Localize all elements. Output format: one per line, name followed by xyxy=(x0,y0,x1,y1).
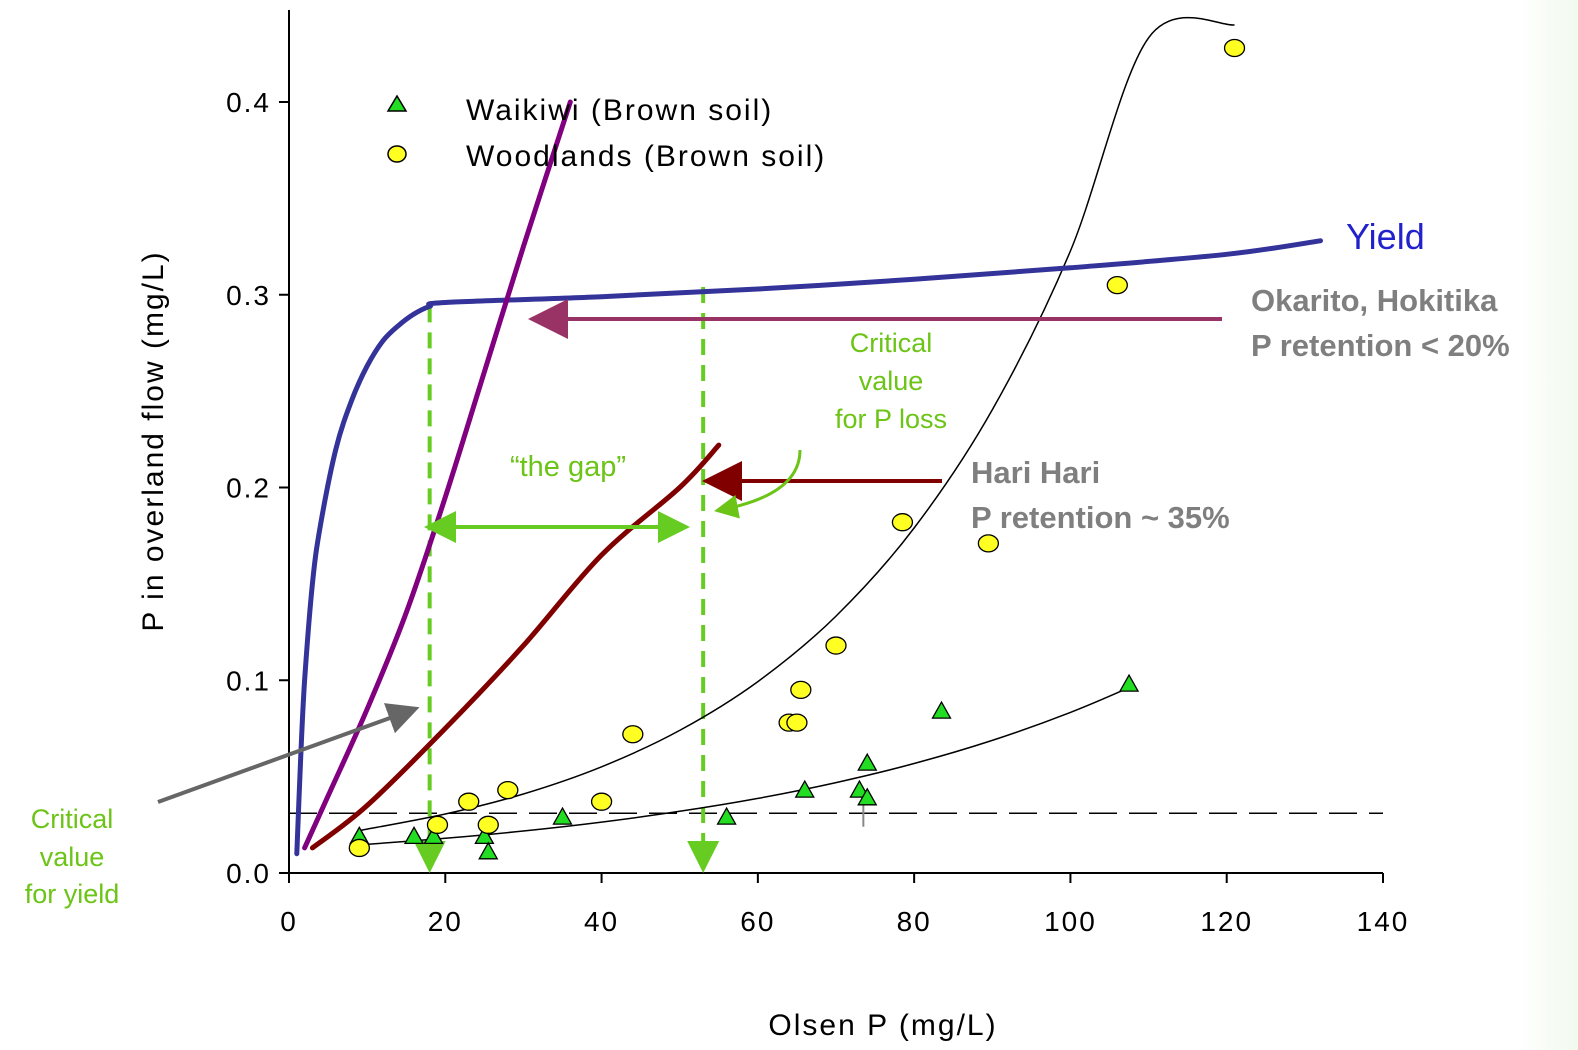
x-tick-label: 60 xyxy=(740,906,775,937)
critical-yield-line1: Critical xyxy=(31,804,114,834)
woodlands-point xyxy=(891,513,914,532)
critical-ploss-arrow xyxy=(714,449,802,519)
harihari-retention-label: P retention ~ 35% xyxy=(971,500,1230,535)
woodlands-point xyxy=(426,815,449,834)
legend-marker-woodlands xyxy=(387,145,407,163)
okarito-retention-label: P retention < 20% xyxy=(1251,328,1510,363)
woodlands-point xyxy=(477,815,499,834)
fit-line xyxy=(359,16,1235,832)
waikiwi-point xyxy=(403,826,425,845)
yield-curve xyxy=(294,238,1323,857)
woodlands-point xyxy=(622,725,644,744)
side-fade xyxy=(1518,0,1578,1050)
x-tick-label: 120 xyxy=(1200,906,1253,937)
x-ticks: 0 20 40 60 80 100 120 140 xyxy=(280,873,1410,937)
legend-marker-waikiwi xyxy=(386,94,408,112)
fit-line xyxy=(359,685,1134,846)
gap-label: “the gap” xyxy=(510,451,626,483)
y-tick-label: 0.2 xyxy=(226,473,271,504)
waikiwi-point xyxy=(794,779,815,798)
woodlands-point xyxy=(786,713,808,732)
woodlands-point xyxy=(458,792,480,811)
waikiwi-point xyxy=(552,806,573,825)
critical-ploss-line3: for P loss xyxy=(835,404,947,434)
critical-yield-line2: value xyxy=(40,842,105,872)
woodlands-point xyxy=(977,534,1000,553)
fit-lines xyxy=(359,16,1235,846)
y-tick-label: 0.0 xyxy=(226,858,271,889)
woodlands-point xyxy=(590,792,613,811)
y-axis-title: P in overland flow (mg/L) xyxy=(137,250,170,631)
waikiwi-point xyxy=(423,826,444,845)
critical-ploss-line1: Critical xyxy=(850,328,933,358)
x-tick-label: 0 xyxy=(280,906,298,937)
yield-label: Yield xyxy=(1346,216,1425,257)
data-points xyxy=(348,38,1246,860)
woodlands-point xyxy=(1223,38,1246,58)
waikiwi-point xyxy=(857,752,878,771)
waikiwi-point xyxy=(849,779,870,798)
x-tick-label: 40 xyxy=(584,906,619,937)
waikiwi-point xyxy=(1118,673,1140,692)
y-tick-label: 0.3 xyxy=(226,280,271,311)
reference-lines xyxy=(289,287,1383,873)
critical-yield-arrow xyxy=(157,703,420,804)
x-axis-title: Olsen P (mg/L) xyxy=(768,1009,997,1042)
y-ticks: 0.0 0.1 0.2 0.3 0.4 xyxy=(226,87,289,889)
woodlands-point xyxy=(790,680,812,700)
harihari-curve xyxy=(309,442,722,851)
waikiwi-point xyxy=(716,806,737,825)
x-tick-label: 80 xyxy=(897,906,932,937)
waikiwi-point xyxy=(478,841,499,860)
y-tick-label: 0.4 xyxy=(226,87,271,118)
okarito-label: Okarito, Hokitika xyxy=(1251,283,1498,318)
waikiwi-point xyxy=(474,826,495,845)
waikiwi-point xyxy=(931,700,952,719)
woodlands-point xyxy=(1106,275,1128,295)
harihari-label: Hari Hari xyxy=(971,455,1100,490)
curves xyxy=(294,99,1323,857)
woodlands-point xyxy=(348,838,370,858)
critical-ploss-line2: value xyxy=(859,366,924,396)
legend-label-waikiwi: Waikiwi (Brown soil) xyxy=(466,94,773,127)
woodlands-point xyxy=(497,780,519,800)
legend-label-woodlands: Woodlands (Brown soil) xyxy=(466,140,826,173)
woodlands-point xyxy=(825,636,847,655)
waikiwi-point xyxy=(857,787,878,806)
x-tick-label: 140 xyxy=(1357,906,1410,937)
critical-yield-line3: for yield xyxy=(25,879,120,909)
legend: Waikiwi (Brown soil) Woodlands (Brown so… xyxy=(386,94,826,173)
x-tick-label: 20 xyxy=(428,906,463,937)
x-tick-label: 100 xyxy=(1044,906,1097,937)
y-tick-label: 0.1 xyxy=(226,665,271,696)
annotation-arrows xyxy=(157,299,1222,804)
